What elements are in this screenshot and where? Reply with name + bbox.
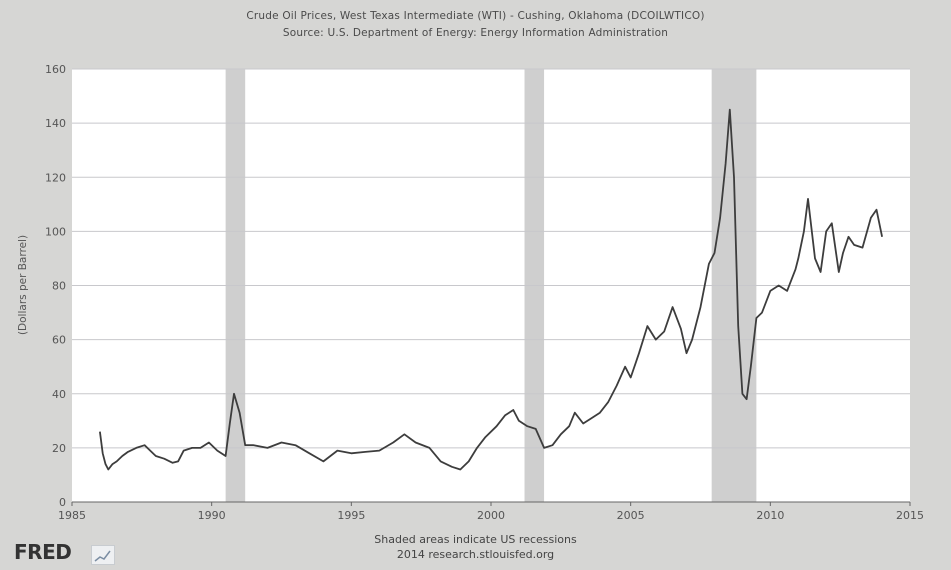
x-tick-label: 2005 (617, 509, 645, 522)
y-tick-label: 0 (59, 496, 66, 509)
y-tick-label: 80 (52, 280, 66, 293)
y-tick-label: 120 (45, 171, 66, 184)
y-axis-label: (Dollars per Barrel) (17, 235, 29, 335)
y-tick-label: 20 (52, 442, 66, 455)
source-footnote: 2014 research.stlouisfed.org (396, 548, 555, 561)
series-line (99, 108, 883, 471)
recession-note: Shaded areas indicate US recessions (374, 533, 577, 546)
x-tick-label: 1990 (198, 509, 226, 522)
chart-subtitle: Source: U.S. Department of Energy: Energ… (282, 27, 669, 39)
x-tick-label: 2010 (756, 509, 784, 522)
fred-logo: FRED (14, 540, 72, 564)
y-tick-label: 160 (45, 63, 66, 76)
chart-title: Crude Oil Prices, West Texas Intermediat… (246, 10, 705, 22)
y-tick-label: 60 (52, 334, 66, 347)
x-tick-label: 1995 (337, 509, 365, 522)
x-tick-label: 1985 (58, 509, 86, 522)
y-tick-label: 140 (45, 117, 66, 130)
fred-chart-mark-icon (91, 545, 115, 565)
x-tick-label: 2000 (477, 509, 505, 522)
y-tick-label: 40 (52, 388, 66, 401)
y-tick-label: 100 (45, 225, 66, 238)
x-tick-label: 2015 (896, 509, 924, 522)
